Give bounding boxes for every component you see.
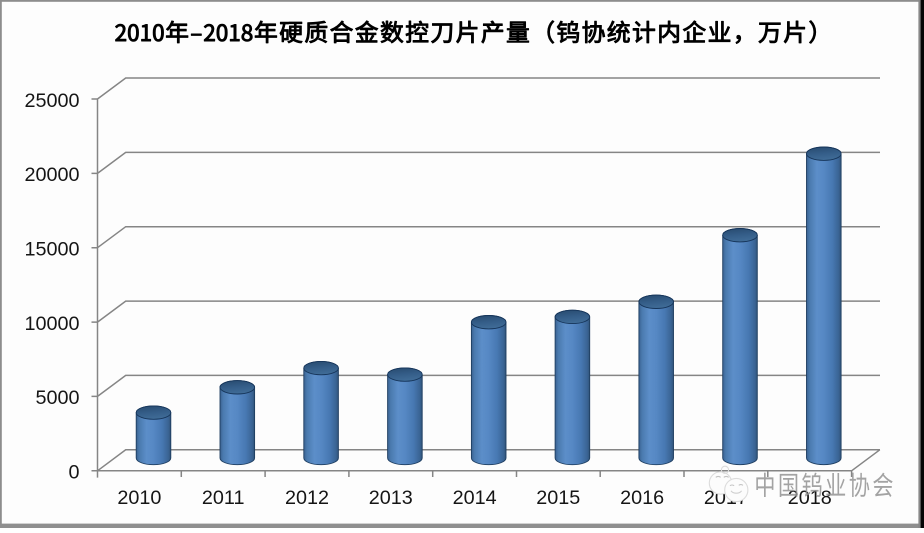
svg-text:20000: 20000 <box>24 164 79 186</box>
svg-text:2016: 2016 <box>620 487 664 509</box>
svg-text:2010: 2010 <box>117 487 161 509</box>
svg-text:25000: 25000 <box>24 90 79 112</box>
svg-text:2011: 2011 <box>202 487 245 509</box>
svg-text:2012: 2012 <box>285 487 329 509</box>
svg-text:10000: 10000 <box>24 313 79 335</box>
svg-text:5000: 5000 <box>35 387 79 409</box>
svg-text:15000: 15000 <box>24 239 79 261</box>
svg-text:2013: 2013 <box>369 487 413 509</box>
svg-text:2014: 2014 <box>453 487 497 509</box>
svg-text:2015: 2015 <box>536 487 580 509</box>
svg-text:0: 0 <box>68 462 79 484</box>
